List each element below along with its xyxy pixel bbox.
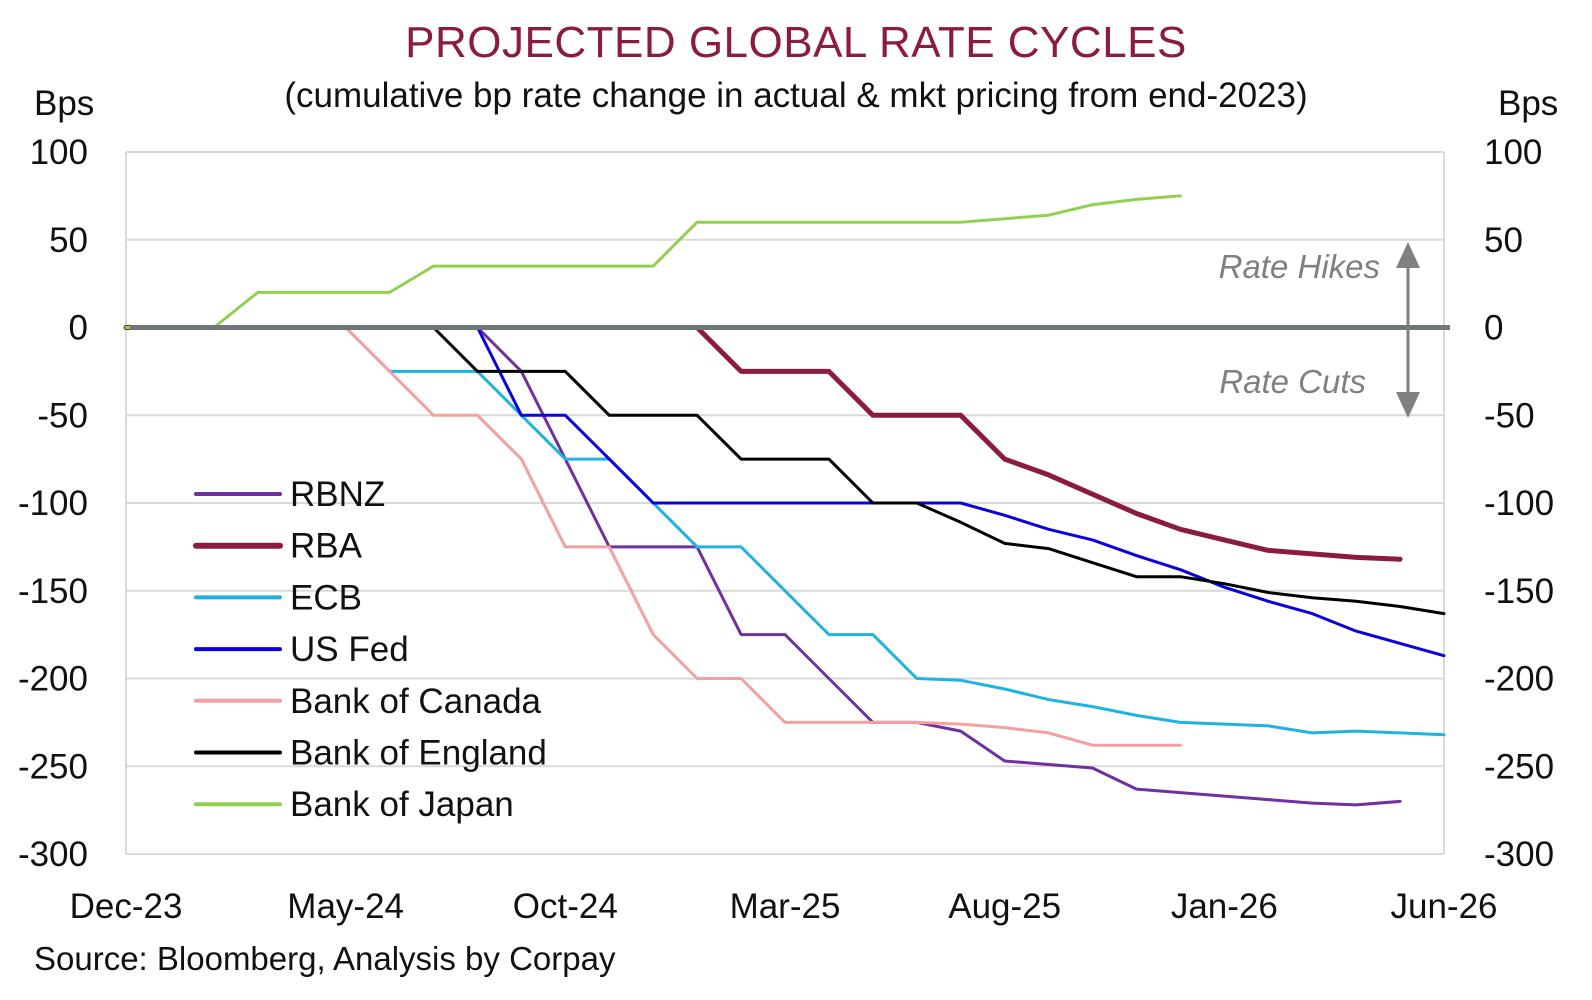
y-tick-label-left: -250 [18,747,88,786]
y-tick-label-right: 0 [1484,309,1503,348]
series-line-bank-of-canada [124,326,1182,747]
series-lines [123,194,1450,807]
chart-subtitle: (cumulative bp rate change in actual & m… [284,76,1308,115]
arrow-up-icon [1396,242,1420,268]
y-tick-label-left: -100 [18,484,88,523]
x-tick-label: May-24 [287,887,404,926]
x-tick-label: Jan-26 [1171,887,1278,926]
legend-label: Bank of Japan [290,785,514,824]
x-tick-label: Mar-25 [730,887,841,926]
legend-label: Bank of Canada [290,682,542,721]
right-axis-unit: Bps [1498,84,1559,123]
annotations: Rate Hikes Rate Cuts [1219,242,1420,418]
x-tick-label: Oct-24 [513,887,618,926]
annotation-rate-cuts: Rate Cuts [1219,363,1366,400]
y-tick-label-right: -100 [1484,484,1554,523]
legend-label: ECB [290,578,362,617]
legend-label: Bank of England [290,734,547,773]
y-tick-label-left: -200 [18,660,88,699]
y-tick-label-right: 50 [1484,221,1523,260]
series-line-rba [123,325,1403,562]
legend-label: US Fed [290,630,409,669]
series-line-bank-of-japan [124,194,1182,329]
left-axis-unit: Bps [34,84,95,123]
y-tick-label-right: 100 [1484,133,1542,172]
x-tick-label: Dec-23 [70,887,183,926]
y-tick-label-right: -200 [1484,660,1554,699]
x-tick-label: Aug-25 [948,887,1061,926]
y-tick-label-left: 100 [30,133,88,172]
chart-title: PROJECTED GLOBAL RATE CYCLES [405,18,1187,67]
y-tick-label-left: -150 [18,572,88,611]
y-tick-label-right: -150 [1484,572,1554,611]
arrow-down-icon [1396,392,1420,418]
legend: RBNZ RBA ECB US Fed Bank of Canada Bank of En… [193,475,547,824]
y-tick-label-right: -300 [1484,835,1554,874]
y-tick-label-right: -250 [1484,747,1554,786]
annotation-rate-hikes: Rate Hikes [1219,248,1380,285]
axes: 100 100 50 50 0 0 -50 -50 -100 -100 -150 -150 -200 -2… [18,133,1554,926]
legend-label: RBNZ [290,475,385,514]
y-tick-label-left: -300 [18,835,88,874]
y-tick-label-left: -50 [37,396,88,435]
x-tick-label: Jun-26 [1390,887,1497,926]
legend-label: RBA [290,527,363,566]
y-tick-label-left: 50 [49,221,88,260]
source-note: Source: Bloomberg, Analysis by Corpay [34,940,616,977]
y-tick-label-left: 0 [69,309,88,348]
y-tick-label-right: -50 [1484,396,1535,435]
